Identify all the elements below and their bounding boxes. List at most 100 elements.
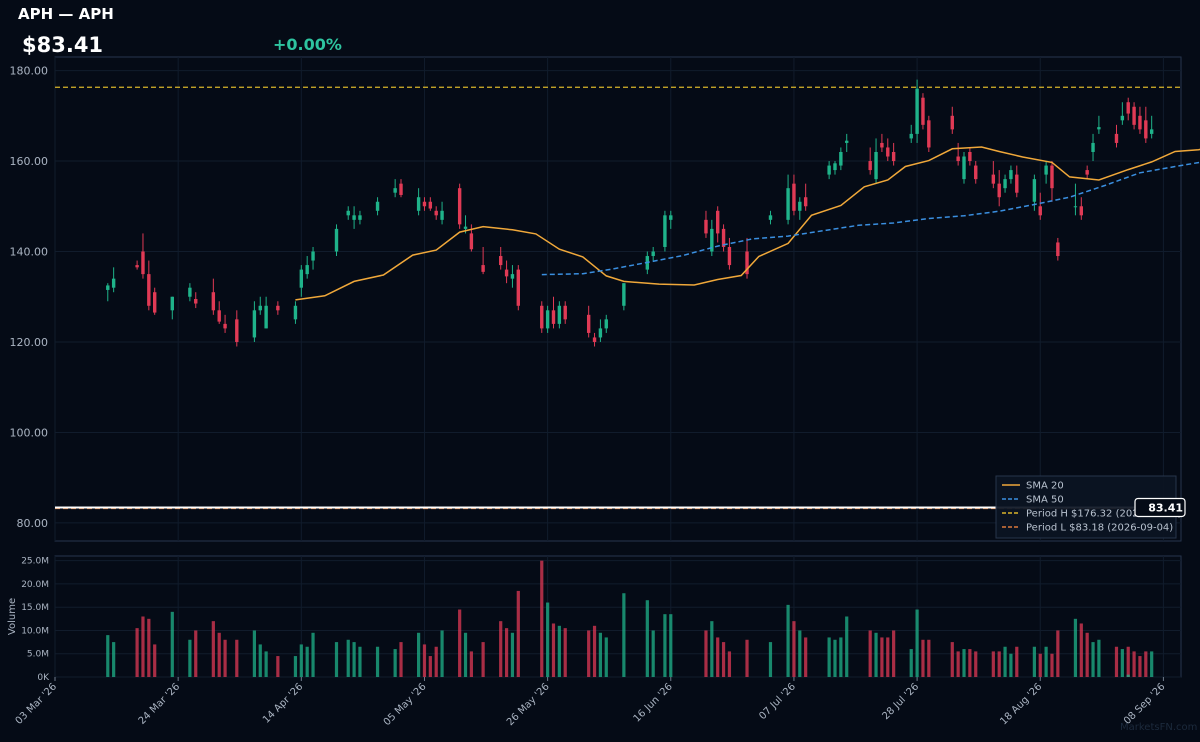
- candle-body: [604, 319, 608, 329]
- candle-body: [188, 287, 192, 297]
- x-tick-label: 07 Jul '26: [757, 681, 798, 722]
- candle-body: [950, 115, 954, 130]
- volume-bar: [141, 616, 145, 677]
- volume-bar: [991, 651, 995, 677]
- volume-bar: [868, 630, 872, 677]
- candle-body: [1120, 115, 1125, 121]
- candle-body: [252, 310, 257, 338]
- volume-bar: [874, 632, 878, 677]
- volume-bar: [1126, 674, 1130, 677]
- volume-tick-label: 20.0M: [21, 580, 49, 590]
- legend-label-period_high: Period H $176.32 (2026-06-30): [1026, 509, 1182, 520]
- candle-body: [827, 165, 831, 175]
- volume-bar: [235, 639, 239, 677]
- sma20-line: [295, 146, 1200, 301]
- candle-body: [563, 305, 567, 320]
- candle-body: [551, 310, 556, 324]
- candle-body: [1144, 120, 1148, 139]
- volume-bar: [422, 644, 427, 677]
- price-tick-label: 100.00: [10, 426, 49, 439]
- candle-body: [305, 265, 309, 275]
- price-tick-label: 180.00: [10, 65, 49, 78]
- volume-bar: [540, 560, 544, 677]
- volume-bar: [557, 625, 561, 677]
- volume-bar: [909, 649, 913, 677]
- candle-body: [375, 201, 380, 211]
- volume-bar: [258, 644, 262, 677]
- candle-body: [217, 310, 221, 322]
- last-price-tag: [1134, 497, 1186, 518]
- legend-label-sma50: SMA 50: [1026, 495, 1064, 506]
- candle-body: [798, 201, 802, 211]
- candle-body: [927, 120, 931, 148]
- volume-bar: [305, 646, 309, 677]
- volume-bar: [704, 630, 708, 677]
- volume-bar: [587, 630, 591, 677]
- candle-body: [111, 278, 116, 288]
- volume-bar: [1015, 646, 1019, 677]
- candle-body: [358, 215, 362, 220]
- price-panel: [54, 56, 1182, 542]
- candle-body: [598, 328, 603, 338]
- x-tick-label: 05 May '26: [382, 681, 429, 728]
- candle-body: [1003, 179, 1007, 189]
- candle-body: [868, 161, 872, 171]
- candle-body: [915, 88, 919, 134]
- candle-body: [194, 299, 198, 304]
- volume-bar: [211, 621, 215, 677]
- candle-body: [399, 183, 403, 195]
- x-tick-label: 28 Jul '26: [880, 681, 921, 722]
- candle-body: [422, 201, 427, 207]
- volume-bar: [223, 639, 227, 677]
- candle-body: [974, 165, 978, 180]
- candle-body: [1056, 242, 1060, 257]
- candle-body: [1038, 206, 1042, 216]
- candle-body: [1097, 127, 1101, 130]
- volume-bar: [1120, 649, 1124, 677]
- volume-bar: [592, 625, 597, 677]
- volume-bar: [1091, 642, 1095, 677]
- volume-tick-label: 25.0M: [21, 557, 49, 567]
- volume-bar: [217, 632, 221, 677]
- volume-bar: [352, 642, 356, 677]
- candle-body: [557, 305, 562, 324]
- candle-body: [1032, 179, 1037, 202]
- candle-body: [845, 140, 849, 143]
- volume-bar: [880, 637, 884, 677]
- volume-bar: [1073, 618, 1078, 677]
- legend-label-sma20: SMA 20: [1026, 481, 1064, 492]
- volume-bar: [440, 630, 444, 677]
- volume-bar: [375, 646, 380, 677]
- candle-body: [586, 314, 591, 333]
- candle-body: [170, 296, 174, 311]
- volume-bar: [463, 632, 468, 677]
- volume-tick-label: 10.0M: [21, 626, 49, 636]
- volume-bar: [434, 646, 438, 677]
- candle-body: [962, 156, 966, 180]
- volume-tick-label: 5.0M: [27, 650, 49, 660]
- volume-bar: [1050, 653, 1054, 677]
- candle-body: [833, 163, 837, 171]
- candle-body: [704, 219, 708, 234]
- candle-body: [839, 151, 843, 166]
- candle-body: [968, 151, 972, 162]
- volume-bar: [1114, 646, 1119, 677]
- candle-body: [1079, 206, 1084, 216]
- volume-bar: [393, 649, 397, 677]
- candle-body: [481, 265, 485, 272]
- volume-bar: [1079, 623, 1083, 677]
- volume-bar: [1126, 646, 1130, 677]
- candle-body: [721, 228, 726, 247]
- candle-body: [921, 97, 925, 125]
- volume-tick-label: 0K: [37, 673, 50, 683]
- volume-bar: [950, 642, 954, 677]
- volume-bar: [510, 632, 515, 677]
- volume-bar: [804, 637, 808, 677]
- candle-body: [768, 215, 773, 220]
- volume-bar: [147, 618, 151, 677]
- volume-bar: [499, 621, 503, 677]
- candle-body: [991, 174, 996, 184]
- candle-body: [346, 210, 350, 216]
- candle-body: [223, 323, 227, 329]
- candle-body: [510, 274, 515, 279]
